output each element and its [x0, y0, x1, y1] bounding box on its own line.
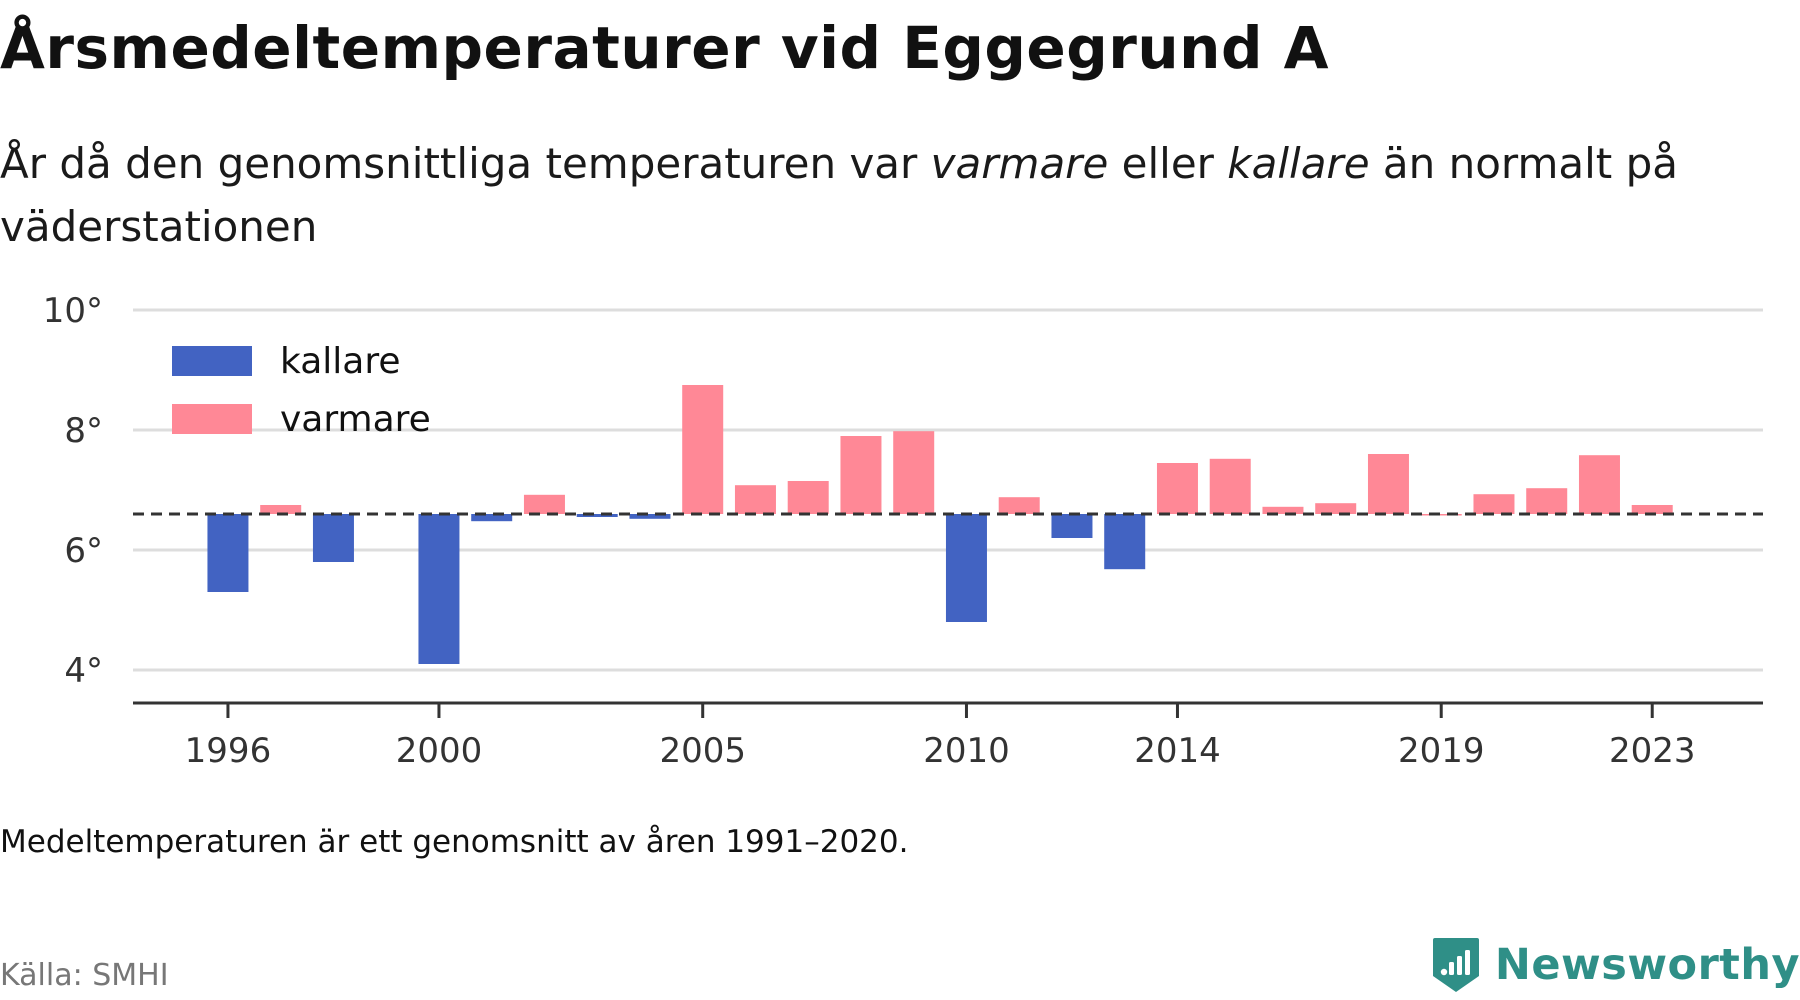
bar-1998 [312, 514, 354, 562]
chart-title: Årsmedeltemperaturer vid Eggegrund A [0, 14, 1330, 82]
x-tick-label-2023: 2023 [1609, 731, 1696, 771]
x-tick-label-2014: 2014 [1134, 731, 1221, 771]
bar-2009 [893, 431, 935, 514]
bar-2020 [1473, 494, 1515, 514]
bar-2022 [1578, 455, 1620, 514]
x-tick-label-2019: 2019 [1398, 731, 1485, 771]
chart-subtitle: År då den genomsnittliga temperaturen va… [0, 132, 1760, 258]
logo-text: Newsworthy [1494, 940, 1800, 990]
bar-2021 [1526, 488, 1568, 514]
x-tick-label-2010: 2010 [923, 731, 1010, 771]
x-tick-label-2000: 2000 [396, 731, 483, 771]
bar-2015 [1209, 458, 1251, 514]
newsworthy-logo: Newsworthy [1431, 936, 1800, 994]
subtitle-part2: eller [1108, 139, 1228, 188]
y-tick-label-10: 10° [43, 291, 103, 331]
x-tick-label-2005: 2005 [659, 731, 746, 771]
legend-label-kallare: kallare [280, 341, 401, 382]
x-tick-label-1996: 1996 [185, 731, 272, 771]
y-tick-label-8: 8° [64, 411, 103, 451]
bar-2000 [418, 514, 460, 664]
bar-2002 [523, 494, 565, 514]
bar-2010 [945, 514, 987, 622]
bar-2004 [629, 514, 671, 519]
y-tick-label-6: 6° [64, 531, 103, 571]
bar-2018 [1367, 454, 1409, 514]
subtitle-warm-word: varmare [930, 139, 1109, 188]
source-label: Källa: SMHI [0, 958, 169, 993]
bar-2013 [1104, 514, 1146, 570]
bar-2003 [576, 514, 618, 517]
legend-swatch-kallare [172, 346, 252, 376]
bar-1996 [207, 514, 249, 592]
bar-2008 [840, 436, 882, 514]
bar-chart-shield-icon [1432, 938, 1479, 992]
bar-2011 [998, 497, 1040, 514]
bar-1997 [260, 505, 302, 514]
bar-2005 [682, 385, 724, 514]
bar-2016 [1262, 506, 1304, 514]
legend-label-varmare: varmare [280, 399, 431, 440]
chart-note: Medeltemperaturen är ett genomsnitt av å… [0, 824, 909, 860]
subtitle-part1: År då den genomsnittliga temperaturen va… [0, 139, 931, 188]
bar-2023 [1631, 505, 1673, 514]
legend-swatch-varmare [172, 404, 252, 434]
bar-2019 [1420, 514, 1462, 516]
y-tick-label-4: 4° [64, 651, 103, 691]
bar-2012 [1051, 514, 1093, 538]
bar-2017 [1315, 503, 1357, 514]
subtitle-cold-word: kallare [1227, 139, 1370, 188]
subtitle-part3: än normalt på väderstationen [0, 139, 1678, 251]
temperature-bar-chart: 4° 6° 8° 10° 1996 2000 2005 2010 2014 2019 2023 kal… [43, 291, 1763, 771]
bar-2014 [1156, 463, 1198, 514]
bar-2001 [471, 514, 513, 522]
bar-2006 [734, 485, 776, 514]
bar-2007 [787, 481, 829, 514]
